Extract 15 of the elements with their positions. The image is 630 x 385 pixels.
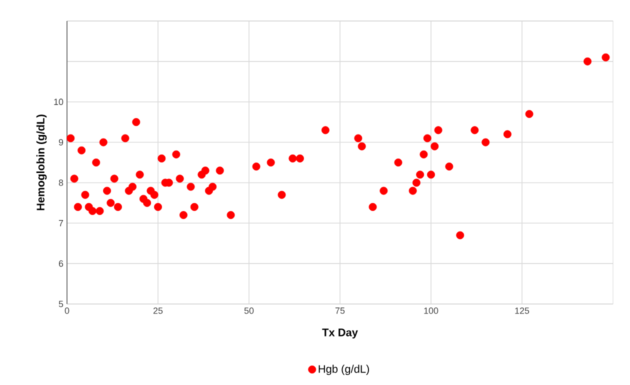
x-tick-label: 100 <box>424 308 438 314</box>
x-tick-label: 75 <box>335 308 345 314</box>
x-tick-label: 0 <box>64 308 70 314</box>
y-tick-label: 6 <box>58 260 64 267</box>
y-tick-label: 10 <box>54 98 64 106</box>
legend-label: Hgb (g/dL) <box>318 364 369 375</box>
x-axis-title: Tx Day <box>322 328 358 338</box>
x-tick-label: 50 <box>244 308 254 314</box>
y-tick-label: 7 <box>58 220 64 226</box>
x-tick-label: 25 <box>153 308 163 314</box>
y-tick-label: 9 <box>58 139 64 146</box>
y-axis-title: Hemoglobin (g/dL) <box>36 114 47 210</box>
x-tick-label: 125 <box>515 308 530 314</box>
y-tick-label: 8 <box>58 180 64 186</box>
y-tick-label: 5 <box>58 300 64 308</box>
